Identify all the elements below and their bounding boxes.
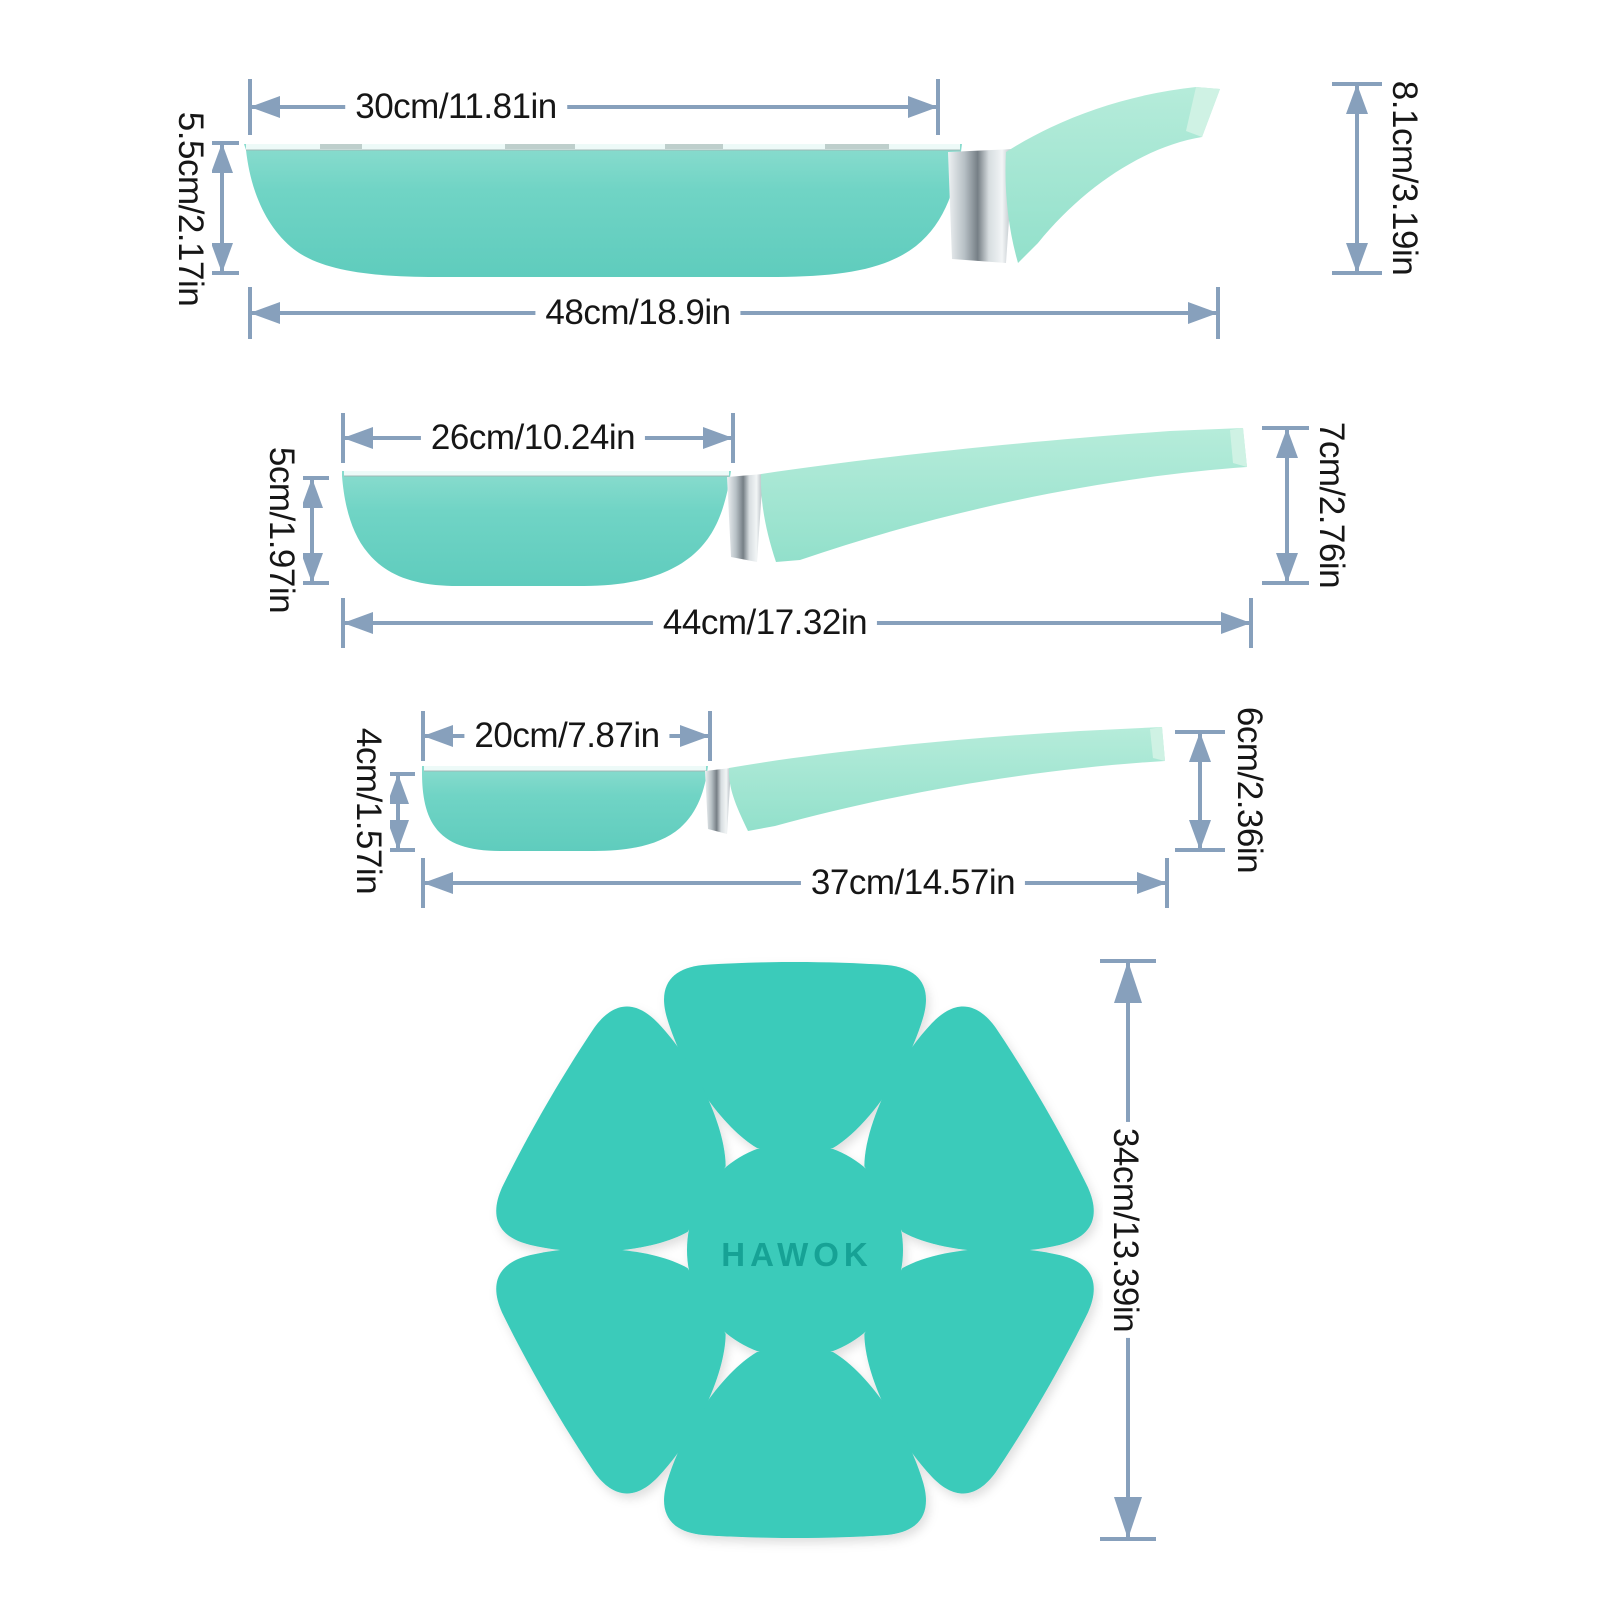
pan-medium-depth-dim-arrow-start <box>301 478 323 508</box>
pan-large-depth-dim-arrow-end <box>211 243 233 273</box>
pan-small <box>422 727 1165 851</box>
pan-small-length-dim-arrow-end <box>1137 872 1167 894</box>
pan-large-handle-tip <box>1186 87 1220 137</box>
protector-diameter-dim-arrow-end <box>1114 1497 1142 1539</box>
pan-large-length-dim-arrow-end <box>1188 302 1218 324</box>
flower-petal <box>496 1248 726 1494</box>
pan-small-rim-edge <box>424 770 706 772</box>
pan-medium-top-width-label: 26cm/10.24in <box>420 416 646 460</box>
pan-large-height-dim-arrow-end <box>1346 243 1368 273</box>
pan-medium-rim <box>344 471 729 476</box>
pan-medium-body <box>342 471 731 586</box>
flower-petal <box>496 1006 726 1252</box>
pan-medium-handle <box>760 428 1247 562</box>
pan-large-top-width-label: 30cm/11.81in <box>345 85 567 129</box>
flower-center-disc <box>687 1142 903 1358</box>
pan-small-height-label: 6cm/2.36in <box>1227 700 1271 880</box>
pan-small-height-dim-arrow-start <box>1189 732 1211 762</box>
pan-small-length-label: 37cm/14.57in <box>800 861 1026 905</box>
pan-large-metal-connector <box>948 149 1014 263</box>
pan-large-handle <box>1005 87 1220 263</box>
flower-petal <box>864 1006 1094 1252</box>
pan-large-length-label: 48cm/18.9in <box>535 291 741 335</box>
pan-medium <box>342 428 1247 586</box>
flower-petal <box>664 962 926 1148</box>
pan-large-rim <box>246 144 960 150</box>
pan-medium-depth-dim-arrow-end <box>301 553 323 583</box>
pan-small-top-width-label: 20cm/7.87in <box>464 714 670 758</box>
pan-large-length-dim-arrow-start <box>250 302 280 324</box>
pan-medium-handle-tip <box>1230 428 1247 467</box>
pan-large-top-width-dim-arrow-start <box>250 96 280 118</box>
pan-medium-top-width-dim-arrow-start <box>343 427 373 449</box>
pan-medium-height-label: 7cm/2.76in <box>1309 415 1353 595</box>
pan-medium-height-dim-arrow-start <box>1276 428 1298 458</box>
pan-small-handle-tip <box>1150 727 1165 761</box>
pan-small-metal-connector <box>705 768 731 834</box>
pan-small-length-dim-arrow-start <box>423 872 453 894</box>
pan-large-height-label: 8.1cm/3.19in <box>1382 74 1426 282</box>
pan-small-handle <box>728 727 1165 831</box>
pan-medium-top-width-dim-arrow-end <box>703 427 733 449</box>
protector-diameter-dim-arrow-start <box>1114 961 1142 1003</box>
pan-medium-metal-connector <box>727 474 763 562</box>
pan-large-rim-reflections <box>320 144 889 149</box>
pan-large-height-dim-arrow-start <box>1346 84 1368 114</box>
pan-large-top-width-dim-arrow-end <box>908 96 938 118</box>
flower-petal <box>664 1352 926 1538</box>
pan-medium-depth-label: 5cm/1.97in <box>259 440 303 620</box>
pan-small-top-width-dim-arrow-end <box>680 725 710 747</box>
pan-medium-length-dim-arrow-start <box>343 612 373 634</box>
pan-medium-length-dim-arrow-end <box>1221 612 1251 634</box>
pan-small-depth-label: 4cm/1.57in <box>346 721 390 901</box>
pan-medium-height-dim-arrow-end <box>1276 553 1298 583</box>
pan-large-rim-edge <box>246 149 960 151</box>
pan-small-height-dim-arrow-end <box>1189 820 1211 850</box>
pan-large-body <box>244 144 962 277</box>
pan-small-top-width-dim-arrow-start <box>423 725 453 747</box>
pan-small-depth-dim-arrow-end <box>387 820 409 850</box>
pan-small-body <box>422 766 708 851</box>
pan-large-depth-dim-arrow-start <box>211 143 233 173</box>
pan-small-depth-dim-arrow-start <box>387 774 409 804</box>
pan-medium-length-label: 44cm/17.32in <box>652 601 878 645</box>
pan-medium-rim-edge <box>344 475 729 477</box>
protector-brand-text: HAWOK <box>721 1236 873 1273</box>
pan-protector-flower <box>496 962 1094 1538</box>
flower-petal <box>864 1248 1094 1494</box>
protector-diameter-label: 34cm/13.39in <box>1103 1121 1147 1339</box>
pan-large <box>244 87 1220 277</box>
pan-large-depth-label: 5.5cm/2.17in <box>168 105 212 313</box>
pan-small-rim <box>424 766 706 771</box>
